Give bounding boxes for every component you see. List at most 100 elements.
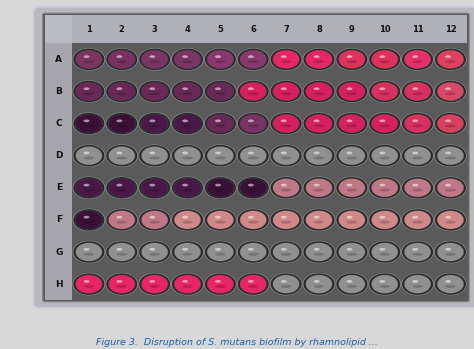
- Circle shape: [106, 241, 137, 263]
- Ellipse shape: [314, 248, 319, 251]
- Ellipse shape: [346, 151, 353, 154]
- Circle shape: [238, 145, 269, 166]
- Circle shape: [337, 49, 367, 70]
- Circle shape: [240, 275, 266, 293]
- Circle shape: [337, 273, 367, 295]
- Circle shape: [337, 241, 367, 263]
- Circle shape: [435, 209, 466, 231]
- Circle shape: [75, 50, 103, 69]
- Circle shape: [434, 273, 467, 295]
- Circle shape: [138, 144, 171, 167]
- Ellipse shape: [346, 188, 357, 192]
- Ellipse shape: [412, 216, 418, 218]
- Ellipse shape: [412, 60, 423, 63]
- Ellipse shape: [215, 156, 226, 159]
- Circle shape: [238, 113, 269, 134]
- Circle shape: [108, 114, 136, 133]
- Text: 8: 8: [316, 24, 322, 34]
- Ellipse shape: [445, 119, 451, 122]
- Circle shape: [109, 179, 135, 197]
- Circle shape: [173, 146, 201, 165]
- Circle shape: [73, 144, 105, 167]
- Ellipse shape: [445, 60, 456, 63]
- Ellipse shape: [379, 55, 385, 58]
- Ellipse shape: [215, 60, 226, 63]
- Text: A: A: [55, 55, 62, 64]
- Text: 11: 11: [412, 24, 423, 34]
- Circle shape: [139, 113, 170, 134]
- Circle shape: [171, 177, 204, 199]
- Circle shape: [141, 275, 168, 293]
- Circle shape: [239, 114, 267, 133]
- Ellipse shape: [380, 156, 390, 159]
- Ellipse shape: [314, 55, 319, 58]
- Circle shape: [237, 209, 270, 231]
- Circle shape: [240, 243, 266, 261]
- Circle shape: [435, 113, 466, 134]
- Ellipse shape: [346, 156, 357, 159]
- Circle shape: [368, 48, 401, 70]
- Circle shape: [171, 48, 204, 70]
- Ellipse shape: [281, 216, 287, 218]
- Circle shape: [207, 211, 234, 229]
- Ellipse shape: [83, 55, 90, 58]
- Ellipse shape: [346, 184, 353, 186]
- Ellipse shape: [215, 124, 226, 127]
- Ellipse shape: [248, 188, 258, 192]
- Circle shape: [73, 112, 105, 135]
- Circle shape: [404, 210, 431, 229]
- Ellipse shape: [281, 285, 292, 288]
- Circle shape: [404, 147, 431, 165]
- Circle shape: [371, 210, 399, 229]
- Circle shape: [404, 243, 431, 261]
- Circle shape: [270, 273, 302, 295]
- Circle shape: [239, 178, 267, 197]
- Circle shape: [75, 210, 103, 229]
- Ellipse shape: [149, 92, 160, 95]
- Ellipse shape: [380, 60, 390, 63]
- Circle shape: [303, 241, 335, 263]
- Circle shape: [172, 49, 203, 70]
- Ellipse shape: [117, 184, 122, 186]
- Circle shape: [369, 273, 400, 295]
- Circle shape: [337, 81, 367, 102]
- Circle shape: [273, 147, 299, 165]
- Circle shape: [240, 147, 266, 165]
- Ellipse shape: [314, 87, 319, 90]
- Ellipse shape: [281, 55, 287, 58]
- Circle shape: [174, 147, 201, 165]
- Circle shape: [207, 210, 234, 229]
- Circle shape: [336, 209, 368, 231]
- Ellipse shape: [379, 184, 385, 186]
- Circle shape: [106, 113, 137, 134]
- Circle shape: [141, 50, 168, 69]
- Circle shape: [306, 243, 332, 261]
- Circle shape: [141, 243, 168, 261]
- Ellipse shape: [445, 55, 451, 58]
- Circle shape: [305, 210, 333, 229]
- Ellipse shape: [248, 124, 258, 127]
- Circle shape: [207, 114, 234, 133]
- Ellipse shape: [346, 280, 353, 283]
- Circle shape: [402, 113, 433, 134]
- Circle shape: [172, 177, 203, 199]
- Circle shape: [174, 243, 201, 261]
- Circle shape: [76, 243, 102, 261]
- Circle shape: [303, 48, 335, 70]
- Circle shape: [337, 145, 367, 166]
- Circle shape: [141, 211, 168, 229]
- Circle shape: [303, 113, 335, 134]
- Ellipse shape: [314, 188, 324, 192]
- Circle shape: [205, 49, 236, 70]
- Circle shape: [306, 179, 332, 197]
- Circle shape: [404, 275, 431, 294]
- Circle shape: [204, 48, 237, 70]
- Circle shape: [239, 243, 267, 261]
- Circle shape: [339, 147, 365, 165]
- Circle shape: [339, 82, 365, 101]
- Circle shape: [205, 113, 236, 134]
- Circle shape: [270, 144, 302, 167]
- Ellipse shape: [248, 156, 258, 159]
- Circle shape: [368, 241, 401, 263]
- Circle shape: [173, 82, 201, 101]
